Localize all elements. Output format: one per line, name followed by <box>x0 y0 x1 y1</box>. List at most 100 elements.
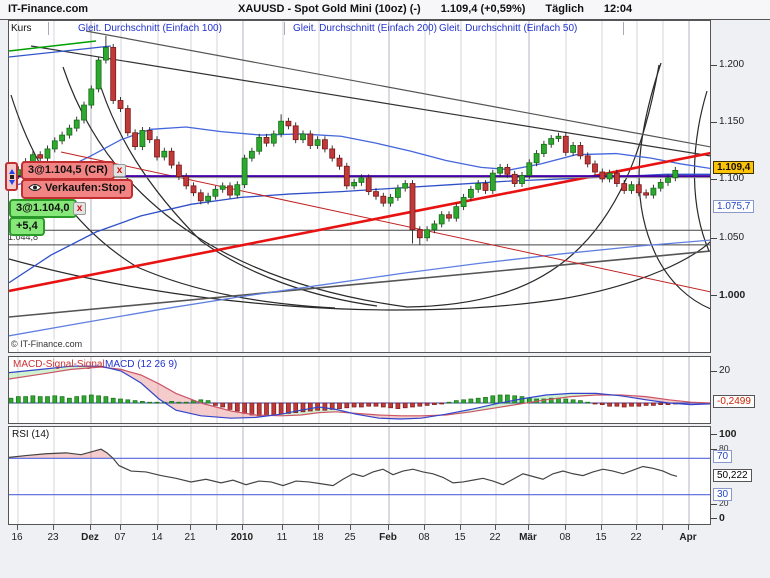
main-layers <box>9 21 710 352</box>
time-label: 22 <box>489 532 501 543</box>
time-tick <box>495 525 496 530</box>
time-label: Dez <box>81 532 99 543</box>
rsi-panel: RSI (14) <box>8 426 711 525</box>
axis-tick <box>711 371 717 372</box>
drag-grip-icon <box>9 174 14 179</box>
time-tick <box>242 525 243 530</box>
rsi-line <box>9 448 678 487</box>
close-stop-order-button[interactable]: x <box>113 164 126 177</box>
time-label: 2010 <box>230 532 254 543</box>
symbol-title: XAUUSD - Spot Gold Mini (10oz) (-) <box>238 3 421 15</box>
rsi-chart <box>9 427 710 524</box>
axis-tick <box>711 518 717 519</box>
time-axis: 16 23 Dez 07 14 21 2010 11 18 25 Feb 08 15 22 Mär 08 15 2… <box>0 525 770 578</box>
position-badge[interactable]: 3@1.104,0 <box>9 199 77 218</box>
candlestick-chart <box>9 21 710 352</box>
time-tick <box>388 525 389 530</box>
arrow-down-icon <box>8 179 15 185</box>
time-tick <box>636 525 637 530</box>
time-tick <box>90 525 91 530</box>
time-label: 23 <box>47 532 59 543</box>
time-label: 21 <box>184 532 196 543</box>
axis-tick <box>711 295 717 296</box>
macd-histogram <box>9 394 678 417</box>
time-tick <box>157 525 158 530</box>
time-label: 15 <box>454 532 466 543</box>
last-price-change: 1.109,4 (+0,59%) <box>440 3 526 15</box>
axis-tick <box>711 179 717 180</box>
time-label: 16 <box>11 532 23 543</box>
brand-logo-text: IT-Finance.com <box>8 3 89 15</box>
time-label: Feb <box>379 532 397 543</box>
time-tick <box>282 525 283 530</box>
axis-price-box: 70 <box>713 450 733 463</box>
timeframe-label: Täglich <box>545 3 584 15</box>
axis-tick <box>711 449 717 450</box>
macd-layers <box>9 357 710 423</box>
time-tick <box>528 525 529 530</box>
time-label: 22 <box>630 532 642 543</box>
legend-separator <box>429 22 430 35</box>
stop-type-label: Verkaufen:Stop <box>45 182 126 194</box>
eye-icon <box>28 183 42 195</box>
legend-separator <box>284 22 285 35</box>
close-position-button[interactable]: x <box>73 202 86 215</box>
time-label: 07 <box>114 532 126 543</box>
axis-tick <box>711 122 717 123</box>
stop-order-badge[interactable]: 3@1.104,5 (CR) <box>21 161 115 180</box>
time-label: Apr <box>679 532 697 543</box>
time-tick <box>460 525 461 530</box>
time-tick <box>318 525 319 530</box>
axis-label: 1.200 <box>719 59 745 70</box>
time-tick <box>17 525 18 530</box>
legend-separator <box>623 22 624 35</box>
pnl-label: +5,4 <box>16 220 38 232</box>
copyright-label: © IT-Finance.com <box>11 339 83 349</box>
arrow-up-icon <box>8 168 15 174</box>
time-label: 14 <box>151 532 163 543</box>
time-label: 11 <box>276 532 288 543</box>
axis-price-box: 1.109,4 <box>713 161 755 174</box>
axis-label: 1.050 <box>719 232 745 243</box>
stop-order-label: 3@1.104,5 (CR) <box>28 164 108 176</box>
axis-tick <box>711 65 717 66</box>
time-tick <box>565 525 566 530</box>
header-bar: IT-Finance.com XAUUSD - Spot Gold Mini (… <box>0 0 770 20</box>
axis-label: 1.100 <box>719 173 745 184</box>
axis-price-box: 50,222 <box>713 469 752 482</box>
order-drag-handle[interactable] <box>5 162 18 191</box>
axis-label: 20 <box>719 498 729 508</box>
axis-tick <box>711 504 717 505</box>
axis-price-box: -0,2499 <box>713 395 755 408</box>
axis-label: 1.000 <box>719 289 746 301</box>
legend-separator <box>48 22 49 35</box>
position-label: 3@1.104,0 <box>16 202 70 214</box>
time-tick <box>350 525 351 530</box>
stop-type-badge[interactable]: Verkaufen:Stop <box>21 179 133 199</box>
candles-layer <box>9 35 679 245</box>
time-tick <box>688 525 689 530</box>
ma50-line <box>9 126 710 188</box>
time-tick <box>601 525 602 530</box>
time-tick <box>120 525 121 530</box>
axis-price-box: 1.075,7 <box>713 200 755 213</box>
macd-chart <box>9 357 710 423</box>
pnl-badge[interactable]: +5,4 <box>9 217 45 236</box>
axis-label: 100 <box>719 428 737 440</box>
time-label: 15 <box>595 532 607 543</box>
macd-line <box>9 365 710 420</box>
time-label: 25 <box>344 532 356 543</box>
axis-label: 1.150 <box>719 116 745 127</box>
axis-price-box: 30 <box>713 488 733 501</box>
time-tick <box>53 525 54 530</box>
signal-line <box>9 366 710 417</box>
time-label: 18 <box>312 532 324 543</box>
time-tick <box>424 525 425 530</box>
support-level-label: 1.044,8 <box>8 232 39 242</box>
ma200-line <box>9 239 710 337</box>
time-label: 08 <box>559 532 571 543</box>
chart-title-group: XAUUSD - Spot Gold Mini (10oz) (-) 1.109… <box>238 3 632 15</box>
rsi-layers <box>9 427 710 524</box>
time-tick <box>190 525 191 530</box>
